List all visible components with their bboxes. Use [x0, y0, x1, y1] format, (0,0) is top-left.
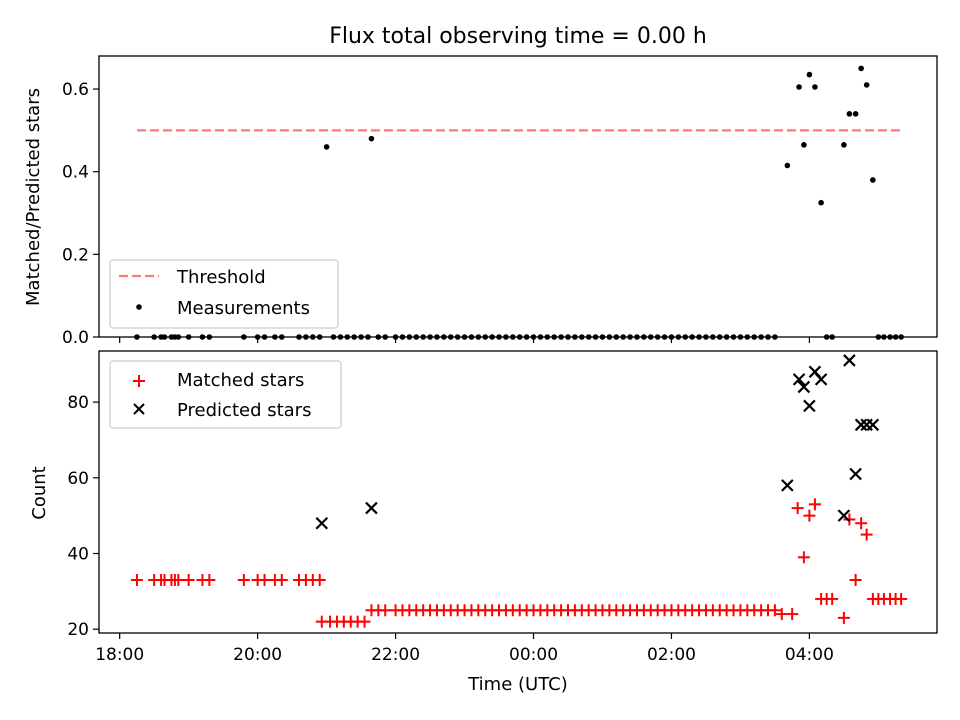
measurement-point	[368, 135, 375, 142]
bottom-x-ticks: 18:00 20:00 22:00 00:00 02:00 04:00	[95, 633, 834, 665]
matched-star-point	[313, 574, 326, 587]
matched-star-point	[837, 611, 850, 624]
x-tick-label: 18:00	[95, 645, 144, 665]
matched-star-point	[379, 604, 392, 617]
x-tick-label: 02:00	[647, 645, 696, 665]
bottom-y-tick-label: 20	[67, 620, 89, 640]
predicted-star-point	[365, 501, 378, 515]
measurement-point	[801, 142, 807, 148]
matched-star-point	[172, 574, 185, 587]
bottom-y-tick-label: 60	[67, 469, 89, 489]
predicted-star-point	[797, 380, 811, 394]
top-y-tick-label: 0.2	[62, 245, 89, 265]
measurement-point	[812, 84, 818, 90]
legend-matched-label: Matched stars	[177, 370, 304, 391]
predicted-star-point	[814, 373, 828, 386]
legend-predicted-swatch	[133, 403, 145, 415]
legend-measurements-swatch	[136, 304, 142, 310]
matched-star-point	[808, 498, 821, 511]
matched-star-point	[237, 574, 250, 587]
top-x-ticks	[119, 337, 811, 343]
legend-measurements-label: Measurements	[177, 298, 310, 319]
figure-title: Flux total observing time = 0.00 h	[329, 24, 707, 49]
x-tick-label: 22:00	[371, 645, 420, 665]
matched-star-point	[258, 574, 271, 587]
predicted-star-point	[781, 479, 794, 492]
matched-star-point	[786, 608, 799, 621]
measurement-point	[841, 142, 847, 148]
matched-star-point	[843, 513, 856, 526]
measurement-point	[846, 111, 853, 117]
matched-star-point	[130, 574, 143, 587]
matched-star-point	[855, 517, 868, 530]
measurement-point	[818, 199, 824, 206]
bottom-legend-box	[109, 360, 342, 429]
x-tick-label: 00:00	[509, 645, 558, 665]
bottom-y-tick-label: 40	[67, 545, 89, 565]
predicted-star-point	[843, 354, 856, 367]
predicted-star-point	[849, 467, 862, 481]
legend-matched-swatch	[133, 375, 145, 387]
matched-star-point	[203, 574, 216, 587]
matched-star-point	[775, 608, 788, 621]
top-plot-marks	[134, 65, 904, 340]
bottom-y-tick-label: 80	[67, 393, 89, 413]
predicted-star-point	[792, 373, 806, 386]
bottom-y-axis-label: Count	[29, 466, 50, 519]
bottom-y-ticks: 20 40 60 80	[67, 393, 99, 640]
x-tick-label: 04:00	[785, 645, 834, 665]
top-legend-box	[109, 259, 339, 329]
top-y-tick-label: 0.4	[62, 163, 89, 183]
matched-star-point	[797, 551, 810, 564]
matched-star-point	[182, 574, 195, 587]
predicted-star-point	[837, 509, 851, 522]
matched-star-point	[791, 502, 804, 515]
legend-threshold-label: Threshold	[176, 267, 266, 288]
measurement-point	[796, 84, 802, 90]
measurement-point	[870, 177, 876, 183]
legend-predicted-label: Predicted stars	[177, 400, 311, 421]
bottom-plot-frame	[98, 350, 938, 634]
top-legend: Threshold Measurements	[109, 259, 339, 329]
measurement-point	[806, 71, 813, 78]
top-y-axis-label: Matched/Predicted stars	[23, 88, 44, 306]
matched-star-point	[358, 615, 371, 628]
top-plot-frame	[98, 55, 938, 338]
x-tick-label: 20:00	[233, 645, 282, 665]
matched-star-point	[895, 592, 908, 605]
predicted-star-point	[866, 418, 880, 432]
top-panel: 0.0 0.2 0.4 0.6 Matched/Predicted stars Thr…	[23, 55, 938, 348]
bottom-plot-marks	[130, 354, 908, 628]
matched-star-point	[768, 604, 781, 617]
matched-star-point	[849, 574, 862, 587]
measurement-point	[784, 162, 791, 169]
measurement-point	[323, 144, 330, 150]
x-axis-label: Time (UTC)	[467, 674, 568, 695]
matched-star-point	[275, 574, 288, 587]
predicted-star-point	[803, 399, 816, 413]
predicted-star-point	[315, 516, 329, 530]
measurement-point	[858, 65, 864, 72]
predicted-star-point	[854, 418, 868, 432]
measurement-point	[863, 82, 870, 88]
top-y-tick-label: 0.0	[62, 328, 89, 348]
matched-star-point	[826, 592, 839, 605]
measurement-point	[852, 111, 859, 117]
bottom-legend: Matched stars Predicted stars	[109, 360, 342, 429]
top-y-ticks: 0.0 0.2 0.4 0.6	[62, 80, 99, 348]
top-y-tick-label: 0.6	[62, 80, 89, 100]
matched-star-point	[803, 509, 816, 522]
matched-star-point	[860, 528, 873, 541]
